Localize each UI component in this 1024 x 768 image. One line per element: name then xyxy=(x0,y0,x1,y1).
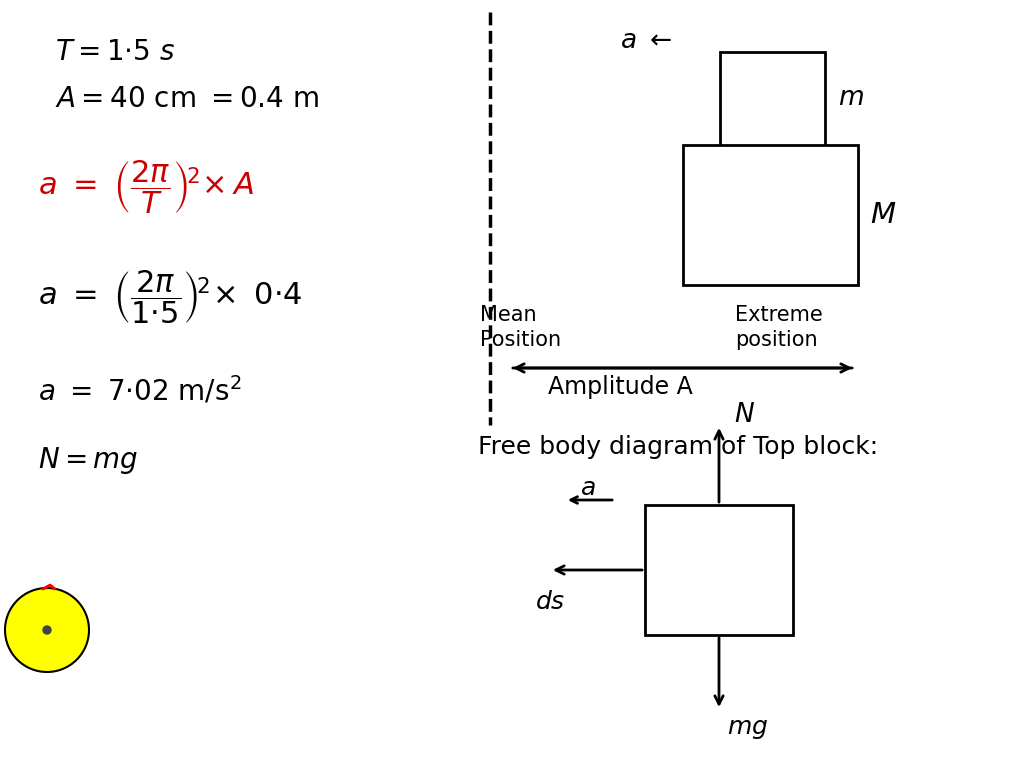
Text: $N = mg$: $N = mg$ xyxy=(38,445,138,476)
Text: Extreme
position: Extreme position xyxy=(735,305,822,349)
Text: $a\ =\ \left(\dfrac{2\pi}{T}\right)^{\!2}\!\times A$: $a\ =\ \left(\dfrac{2\pi}{T}\right)^{\!2… xyxy=(38,158,254,216)
Bar xyxy=(720,52,825,147)
Text: Free body diagram of Top block:: Free body diagram of Top block: xyxy=(478,435,879,459)
Text: $M$: $M$ xyxy=(870,201,896,229)
Text: $N$: $N$ xyxy=(734,402,755,428)
Bar xyxy=(645,505,793,635)
Text: $a\ =\ 7{\cdot}02\ \mathrm{m/s}^{2}$: $a\ =\ 7{\cdot}02\ \mathrm{m/s}^{2}$ xyxy=(38,375,242,407)
Text: $ds$: $ds$ xyxy=(535,590,565,614)
Text: $A = 40\ \mathrm{cm}\ = 0.4\ \mathrm{m}$: $A = 40\ \mathrm{cm}\ = 0.4\ \mathrm{m}$ xyxy=(55,85,319,113)
Text: $a\ \leftarrow$: $a\ \leftarrow$ xyxy=(620,28,673,54)
Text: $mg$: $mg$ xyxy=(727,717,768,741)
Text: Amplitude A: Amplitude A xyxy=(548,375,692,399)
Text: $m$: $m$ xyxy=(838,85,864,111)
Circle shape xyxy=(5,588,89,672)
Text: $a$: $a$ xyxy=(580,476,596,500)
Circle shape xyxy=(43,626,51,634)
Text: Mean
Position: Mean Position xyxy=(480,305,561,349)
Text: $T = 1{\cdot}5\ s$: $T = 1{\cdot}5\ s$ xyxy=(55,38,175,66)
Bar xyxy=(683,145,858,285)
Text: $a\ =\ \left(\dfrac{2\pi}{1{\cdot}5}\right)^{\!2}\!\times\ 0{\cdot}4$: $a\ =\ \left(\dfrac{2\pi}{1{\cdot}5}\rig… xyxy=(38,268,302,326)
